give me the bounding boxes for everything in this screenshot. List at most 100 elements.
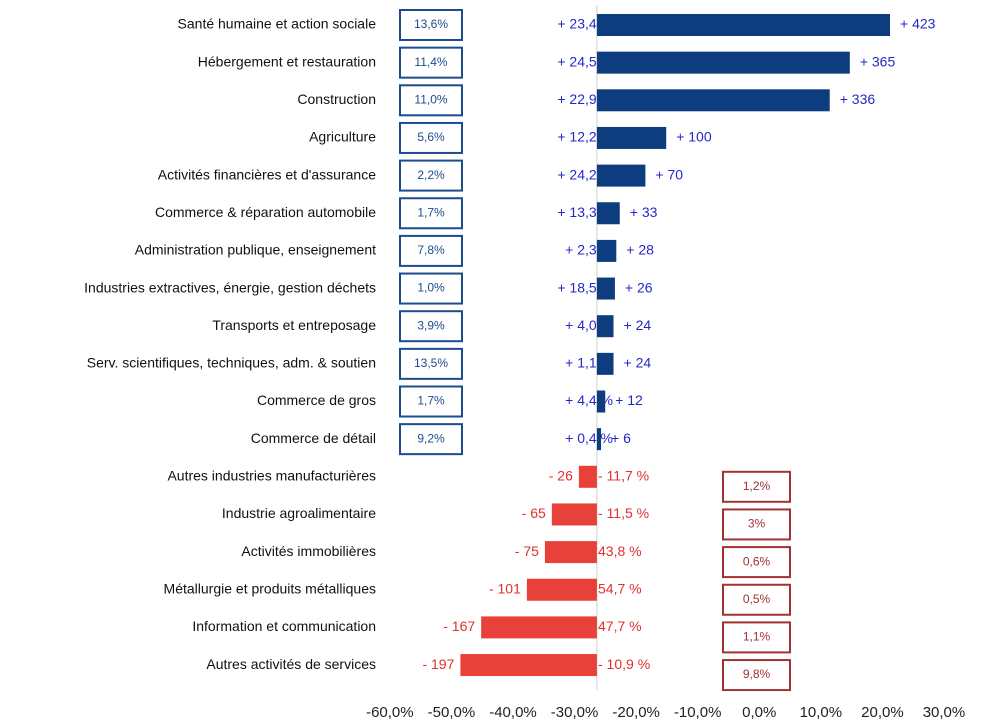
value-label: + 33: [630, 204, 658, 220]
share-label: 13,6%: [414, 17, 448, 31]
value-label: + 6: [611, 430, 631, 446]
value-label: - 75: [515, 543, 539, 559]
share-label: 1,0%: [417, 281, 445, 295]
value-label: + 12: [615, 392, 643, 408]
x-tick-label: 0,0%: [742, 704, 776, 721]
bar: [596, 428, 602, 451]
category-label: Agriculture: [309, 129, 376, 145]
bar: [526, 578, 597, 601]
bar: [596, 277, 615, 300]
share-box: [399, 46, 463, 79]
value-label: - 167: [443, 618, 475, 634]
value-label: - 101: [489, 580, 521, 596]
category-label: Transports et entreposage: [212, 317, 376, 333]
value-label: + 24: [624, 317, 652, 333]
value-label: + 26: [625, 279, 653, 295]
category-label: Autres industries manufacturières: [167, 468, 376, 484]
category-label: Commerce & réparation automobile: [155, 204, 376, 220]
share-label: 2,2%: [417, 168, 445, 182]
x-tick-label: -30,0%: [551, 704, 599, 721]
bar: [551, 503, 597, 526]
share-label: 11,0%: [414, 92, 447, 106]
value-label: - 197: [422, 656, 454, 672]
category-label: Activités immobilières: [241, 543, 376, 559]
percent-label: 43,8 %: [598, 543, 642, 559]
share-box: [399, 121, 463, 154]
category-label: Administration publique, enseignement: [135, 242, 376, 258]
share-box: [399, 272, 463, 305]
bar: [596, 390, 606, 413]
share-box: [399, 347, 463, 380]
share-label: 1,1%: [743, 630, 771, 644]
share-box: [722, 470, 791, 503]
value-label: + 70: [655, 166, 683, 182]
share-label: 7,8%: [417, 243, 445, 257]
x-tick-label: 20,0%: [861, 704, 904, 721]
value-label: - 26: [549, 468, 573, 484]
share-label: 1,7%: [417, 394, 445, 408]
category-label: Autres activités de services: [206, 656, 376, 672]
bar: [596, 239, 617, 262]
share-box: [722, 583, 791, 616]
bar: [481, 616, 597, 639]
bar: [596, 352, 614, 375]
value-label: + 365: [860, 53, 896, 69]
category-label: Industrie agroalimentaire: [222, 505, 376, 521]
percent-label: 54,7 %: [598, 580, 642, 596]
share-box: [399, 385, 463, 418]
share-box: [399, 234, 463, 267]
share-label: 3%: [748, 517, 766, 531]
category-label: Commerce de détail: [251, 430, 376, 446]
value-label: + 28: [626, 242, 654, 258]
category-label: Activités financières et d'assurance: [158, 166, 376, 182]
share-label: 5,6%: [417, 130, 445, 144]
x-tick-label: -50,0%: [428, 704, 476, 721]
share-box: [399, 197, 463, 230]
bar: [596, 126, 667, 149]
x-tick-label: -10,0%: [674, 704, 722, 721]
share-box: [399, 423, 463, 456]
share-box: [722, 621, 791, 654]
share-box: [399, 9, 463, 41]
category-label: Construction: [297, 91, 376, 107]
percent-label: + 0,4 %: [565, 430, 613, 446]
share-box: [722, 546, 791, 579]
share-label: 1,2%: [743, 479, 771, 493]
share-label: 1,7%: [417, 205, 445, 219]
share-box: [722, 659, 791, 692]
category-label: Serv. scientifiques, techniques, adm. & …: [87, 355, 376, 371]
category-label: Commerce de gros: [257, 392, 376, 408]
x-tick-label: -20,0%: [612, 704, 660, 721]
value-label: - 65: [522, 505, 546, 521]
share-box: [722, 508, 791, 541]
percent-label: - 10,9 %: [598, 656, 650, 672]
x-tick-label: 10,0%: [800, 704, 843, 721]
share-box: [399, 84, 463, 117]
bar: [596, 51, 850, 74]
share-label: 13,5%: [414, 356, 448, 370]
bar: [596, 164, 646, 187]
share-box: [399, 310, 463, 343]
category-label: Santé humaine et action sociale: [178, 16, 377, 32]
x-tick-label: -60,0%: [366, 704, 414, 721]
value-label: + 336: [840, 91, 876, 107]
share-label: 3,9%: [417, 318, 445, 332]
x-tick-label: -40,0%: [489, 704, 537, 721]
category-label: Hébergement et restauration: [198, 53, 376, 69]
bar: [596, 315, 614, 338]
bar: [578, 465, 597, 488]
bar: [460, 654, 597, 677]
bar: [596, 89, 830, 112]
bar: [596, 202, 620, 225]
share-label: 9,2%: [417, 431, 445, 445]
share-label: 0,6%: [743, 554, 771, 568]
category-label: Information et communication: [192, 618, 376, 634]
percent-label: - 11,7 %: [598, 468, 649, 484]
share-box: [399, 159, 463, 192]
category-label: Industries extractives, énergie, gestion…: [84, 279, 376, 295]
x-tick-label: 30,0%: [923, 704, 966, 721]
category-label: Métallurgie et produits métalliques: [164, 580, 376, 596]
percent-label: + 4,4 %: [565, 392, 613, 408]
bar: [544, 541, 597, 564]
